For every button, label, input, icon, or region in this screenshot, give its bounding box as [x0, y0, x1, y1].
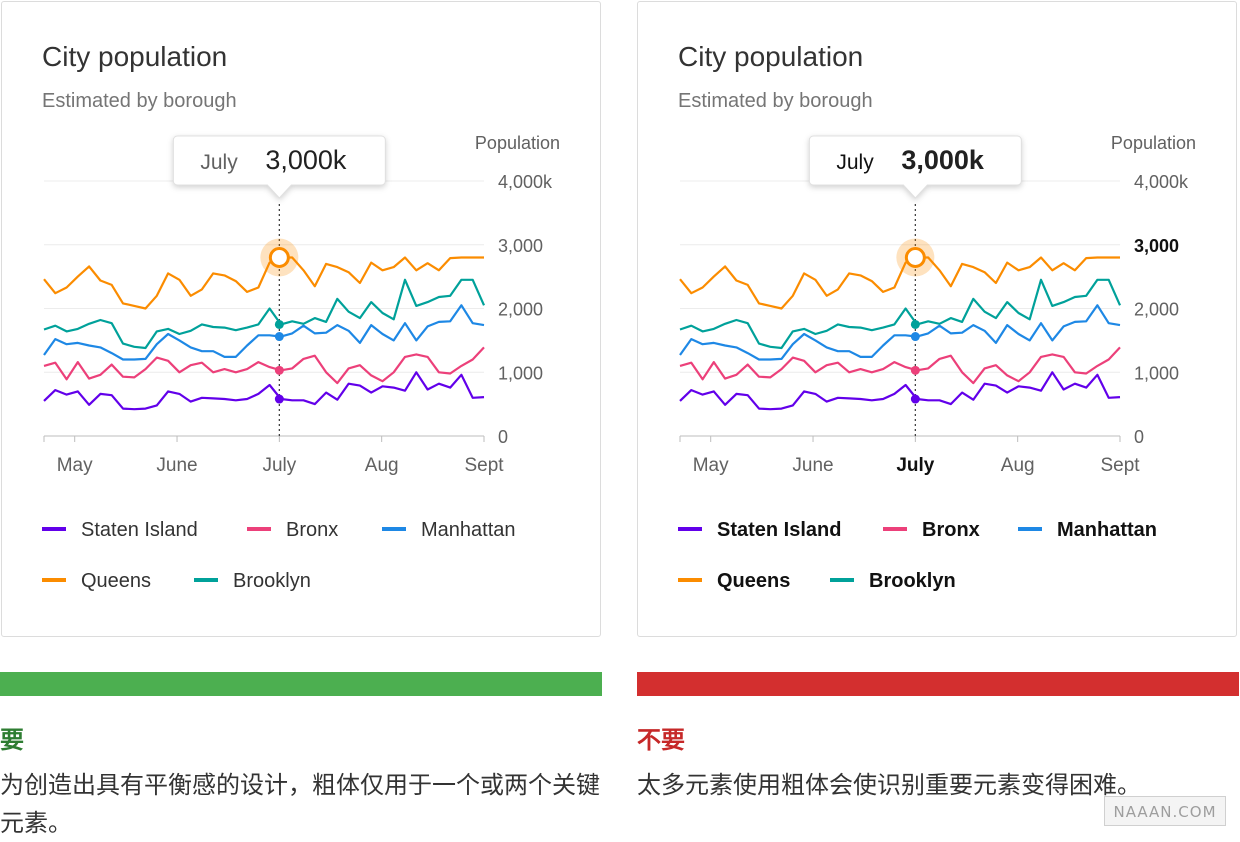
legend-swatch [42, 527, 66, 531]
tooltip-label: July [200, 151, 238, 174]
do-indicator-bar [0, 672, 602, 696]
legend-swatch [678, 578, 702, 582]
x-tick-label: June [792, 455, 833, 476]
y-tick-label: 0 [498, 427, 508, 447]
dont-label: 不要 [637, 726, 685, 754]
legend-swatch [247, 527, 271, 531]
series-line-manhattan [43, 304, 485, 361]
chart-card-good: City population Estimated by borough Popul… [1, 1, 601, 637]
y-tick-label: 4,000k [1134, 172, 1189, 192]
data-point-manhattan [274, 332, 284, 342]
legend-swatch [883, 527, 907, 531]
series-line-bronx [679, 346, 1121, 385]
tooltip: July 3,000k [172, 135, 386, 199]
legend-label: Queens [81, 570, 151, 592]
chart-card-bad: City population Estimated by borough Popul… [637, 1, 1237, 637]
tooltip-value: 3,000k [901, 145, 985, 175]
y-axis-label: Population [475, 133, 560, 153]
x-tick-label: May [57, 455, 93, 476]
legend-swatch [1018, 527, 1042, 531]
x-tick-label: May [693, 455, 729, 476]
tooltip-value: 3,000k [265, 145, 347, 175]
y-tick-label: 2,000 [1134, 300, 1179, 320]
line-chart-bad: City population Estimated by borough Popul… [678, 41, 1196, 592]
x-tick-label: July [262, 455, 296, 476]
legend-item-bronx: Bronx [247, 519, 338, 541]
tooltip: July 3,000k [808, 135, 1022, 199]
highlight-point-queens [904, 247, 926, 268]
legend-item-queens: Queens [678, 570, 790, 592]
series-line-queens [679, 256, 1120, 310]
legend-swatch [678, 527, 702, 531]
legend-swatch [830, 578, 854, 582]
series-line-manhattan [679, 304, 1121, 361]
legend-item-bronx: Bronx [883, 519, 980, 541]
x-tick-label: Aug [365, 455, 399, 476]
data-point-brooklyn [274, 319, 284, 329]
series-line-brooklyn [679, 278, 1122, 350]
watermark: NAAAN.COM [1104, 796, 1226, 826]
series-line-staten-island [43, 371, 485, 411]
tooltip-box [172, 135, 386, 199]
legend-item-brooklyn: Brooklyn [830, 570, 956, 592]
legend-item-staten-island: Staten Island [678, 519, 841, 541]
data-point-staten-island [274, 394, 284, 404]
legend-label: Queens [717, 570, 790, 592]
legend-label: Staten Island [717, 519, 841, 541]
line-chart-good: City population Estimated by borough Popul… [42, 41, 560, 592]
legend-item-queens: Queens [42, 570, 151, 592]
y-tick-label: 1,000 [498, 363, 543, 383]
series-line-brooklyn [43, 278, 486, 350]
legend-swatch [42, 578, 66, 582]
tooltip-box [808, 135, 1022, 199]
highlight-point-queens [268, 247, 290, 268]
legend-label: Brooklyn [233, 570, 311, 592]
series-line-staten-island [679, 371, 1121, 411]
legend-item-manhattan: Manhattan [382, 519, 516, 541]
legend-label: Brooklyn [869, 570, 956, 592]
do-description: 为创造出具有平衡感的设计，粗体仅用于一个或两个关键元素。 [0, 771, 600, 837]
data-point-manhattan [910, 332, 920, 342]
x-tick-label: July [896, 455, 934, 476]
chart-subtitle: Estimated by borough [42, 90, 237, 112]
x-tick-label: June [156, 455, 197, 476]
legend-label: Manhattan [421, 519, 516, 541]
series-line-queens [43, 256, 484, 310]
legend-label: Bronx [286, 519, 338, 541]
chart-subtitle: Estimated by borough [678, 90, 873, 112]
x-tick-label: Sept [1100, 455, 1140, 476]
chart-title: City population [678, 41, 863, 72]
data-point-staten-island [910, 394, 920, 404]
legend-item-manhattan: Manhattan [1018, 519, 1157, 541]
legend-swatch [382, 527, 406, 531]
chart-title: City population [42, 41, 227, 72]
data-point-brooklyn [910, 319, 920, 329]
legend-item-brooklyn: Brooklyn [194, 570, 311, 592]
dont-description: 太多元素使用粗体会使识别重要元素变得困难。 [637, 771, 1141, 799]
legend-label: Bronx [922, 519, 980, 541]
y-axis-label: Population [1111, 133, 1196, 153]
y-tick-label: 4,000k [498, 172, 553, 192]
dont-indicator-bar [637, 672, 1239, 696]
data-point-bronx [274, 365, 284, 375]
y-tick-label: 3,000 [1134, 236, 1179, 256]
legend-swatch [194, 578, 218, 582]
x-tick-label: Aug [1001, 455, 1035, 476]
x-tick-label: Sept [464, 455, 504, 476]
legend-item-staten-island: Staten Island [42, 519, 198, 541]
series-line-bronx [43, 346, 485, 385]
legend-label: Manhattan [1057, 519, 1157, 541]
do-label: 要 [0, 726, 24, 754]
y-tick-label: 2,000 [498, 300, 543, 320]
y-tick-label: 3,000 [498, 236, 543, 256]
y-tick-label: 0 [1134, 427, 1144, 447]
data-point-bronx [910, 365, 920, 375]
legend-label: Staten Island [81, 519, 198, 541]
y-tick-label: 1,000 [1134, 363, 1179, 383]
tooltip-label: July [836, 151, 874, 174]
